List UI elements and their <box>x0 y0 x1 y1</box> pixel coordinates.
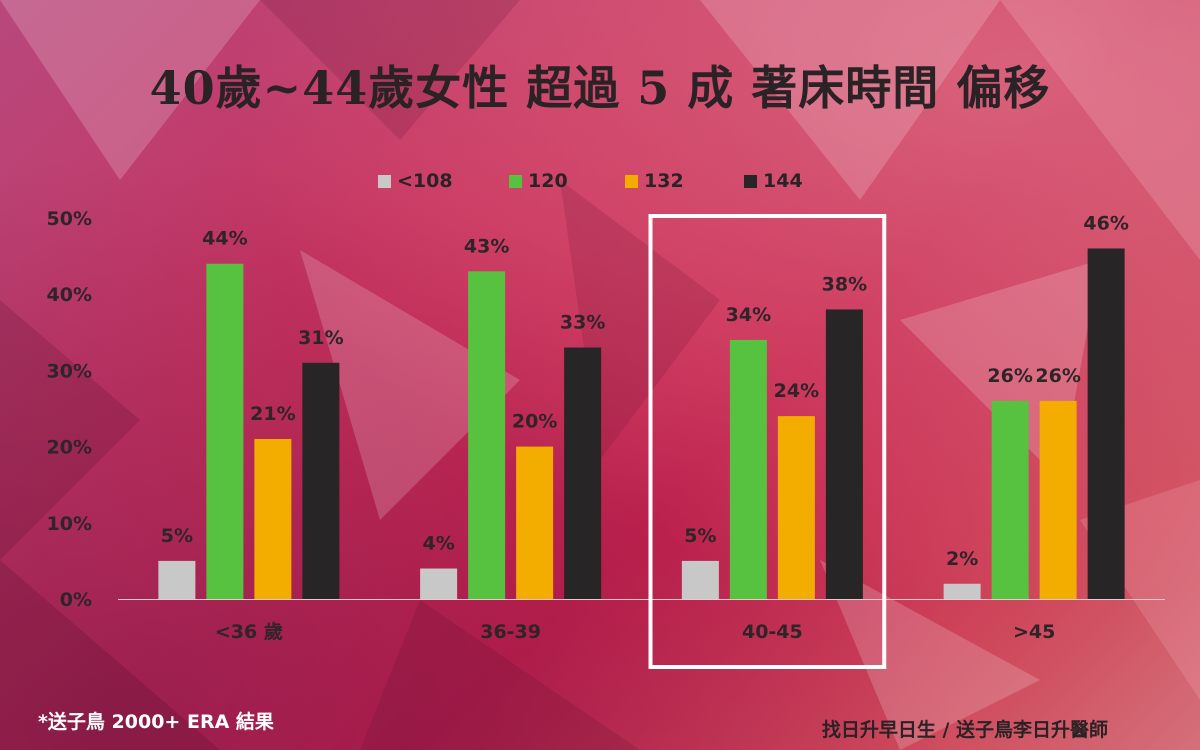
legend-item: <108 <box>378 170 453 192</box>
y-tick-label: 50% <box>47 208 92 230</box>
category-labels: <36 歲 36-39 40-45 >45 <box>215 620 1055 643</box>
data-label: 38% <box>822 273 867 295</box>
bar-108-1 <box>420 568 458 599</box>
bar-120-0 <box>206 263 244 599</box>
bar-108-0 <box>158 560 196 599</box>
bar-120-3 <box>991 400 1029 599</box>
footnote: *送子鳥 2000+ ERA 結果 <box>38 711 274 733</box>
y-tick-label: 40% <box>47 284 92 306</box>
data-label: 4% <box>422 533 454 555</box>
data-label: 43% <box>464 235 509 257</box>
bar-series <box>158 248 1125 600</box>
legend-label: 132 <box>644 170 684 192</box>
y-tick-label: 10% <box>47 513 92 535</box>
data-label: 24% <box>774 380 819 402</box>
bar-144-3 <box>1087 248 1125 600</box>
bar-108-2 <box>681 560 719 599</box>
data-label: 21% <box>250 403 295 425</box>
x-category-label: >45 <box>1013 621 1055 643</box>
y-tick-label: 20% <box>47 437 92 459</box>
x-category-label: 40-45 <box>742 621 803 643</box>
bar-132-2 <box>777 416 815 599</box>
bar-132-1 <box>516 446 554 599</box>
legend-label: 120 <box>528 170 568 192</box>
data-label: 31% <box>298 327 343 349</box>
bar-132-3 <box>1039 400 1077 599</box>
data-label: 5% <box>684 525 716 547</box>
legend-item: 120 <box>509 170 568 192</box>
bar-144-2 <box>825 309 863 599</box>
bar-144-1 <box>564 347 602 599</box>
legend-item: 144 <box>744 170 803 192</box>
highlight-box <box>648 214 887 669</box>
bar-132-0 <box>254 438 292 599</box>
y-tick-label: 30% <box>47 360 92 382</box>
legend-label: 144 <box>763 170 803 192</box>
bar-120-1 <box>468 271 506 599</box>
data-label: 5% <box>161 525 193 547</box>
data-label: 33% <box>560 312 605 334</box>
data-label: 26% <box>1035 365 1080 387</box>
chart-title: 40歲~44歲女性 超過 5 成 著床時間 偏移 <box>149 61 1051 115</box>
data-label: 20% <box>512 411 557 433</box>
credit-text: 找日升早日生 / 送子鳥李日升醫師 <box>821 719 1108 741</box>
y-tick-label: 0% <box>60 589 92 611</box>
legend-swatch <box>744 174 757 188</box>
legend-label: <108 <box>397 170 453 192</box>
legend-swatch <box>509 174 522 188</box>
y-axis-ticks: 0% 10% 20% 30% 40% 50% <box>47 208 92 611</box>
data-labels: 5% 44% 21% 31% 4% 43% 20% 33% 5% 34% 24% 38% 2% 26% 26… <box>161 212 1129 569</box>
legend-swatch <box>625 174 638 188</box>
bar-108-3 <box>943 583 981 599</box>
bar-120-2 <box>729 339 767 599</box>
x-category-label: <36 歲 <box>215 620 283 643</box>
data-label: 46% <box>1083 212 1128 234</box>
data-label: 26% <box>987 365 1032 387</box>
data-label: 44% <box>202 228 247 250</box>
x-category-label: 36-39 <box>480 621 541 643</box>
legend-swatch <box>378 174 391 188</box>
legend-item: 132 <box>625 170 684 192</box>
data-label: 34% <box>726 304 771 326</box>
data-label: 2% <box>946 548 978 570</box>
bar-144-0 <box>302 362 340 599</box>
